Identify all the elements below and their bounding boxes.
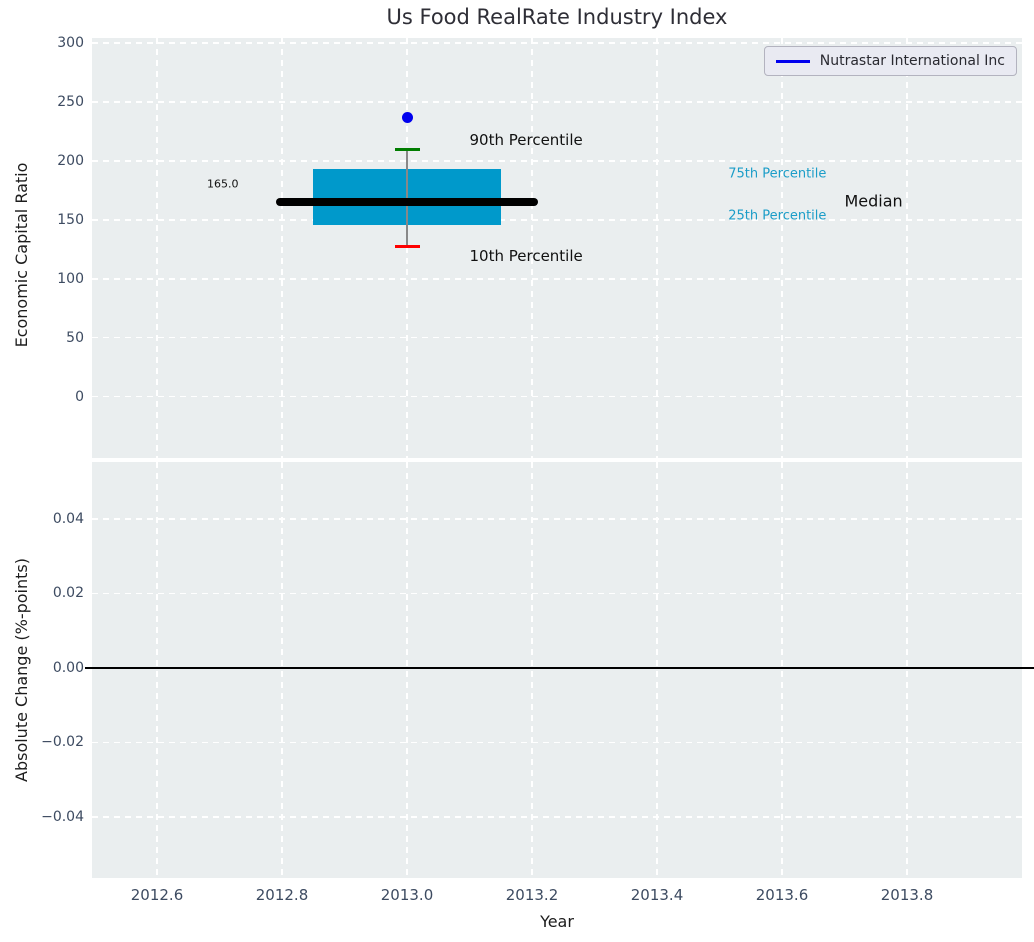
gridline-horizontal [92, 278, 1022, 280]
legend-line-icon [775, 59, 810, 63]
y-tick-label: 150 [57, 211, 84, 228]
gridline-vertical [656, 38, 658, 458]
gridline-vertical [531, 462, 533, 878]
zero-line [85, 666, 1034, 669]
legend: Nutrastar International Inc [763, 46, 1017, 76]
top-axes-economic-capital-ratio: 165.0 90th Percentile 10th Percentile 75th … [92, 38, 1022, 458]
annotation-p75-label: 75th Percentile [728, 166, 827, 182]
gridline-vertical [281, 38, 283, 458]
gridline-horizontal [92, 395, 1022, 398]
y-tick-label: 200 [57, 152, 84, 169]
gridline-vertical [781, 38, 783, 458]
y-tick-label: 0.02 [52, 585, 84, 602]
x-tick-label: 2013.8 [880, 886, 934, 904]
x-tick-label: 2013.0 [380, 886, 434, 904]
annotation-median-label: Median [844, 191, 903, 211]
whisker-line [406, 149, 408, 247]
whisker-cap-90th [394, 147, 420, 151]
gridline-vertical [906, 38, 908, 458]
annotation-p90-label: 90th Percentile [469, 130, 583, 149]
annotation-p10-label: 10th Percentile [469, 247, 583, 266]
gridline-vertical [531, 38, 533, 458]
gridline-vertical [156, 38, 158, 458]
y-tick-label: −0.04 [41, 808, 84, 825]
gridline-vertical [156, 462, 158, 878]
y-tick-label: 50 [66, 329, 84, 346]
gridline-horizontal [92, 816, 1022, 818]
y-tick-label: 100 [57, 270, 84, 287]
gridline-vertical [906, 462, 908, 878]
gridline-horizontal [92, 101, 1022, 103]
x-tick-label: 2012.8 [255, 886, 309, 904]
gridline-vertical [406, 462, 408, 878]
annotation-median-value-label: 165.0 [207, 177, 239, 191]
gridline-horizontal [92, 336, 1022, 339]
gridline-horizontal [92, 42, 1022, 44]
gridline-vertical [781, 462, 783, 878]
annotation-p25-label: 25th Percentile [728, 208, 827, 224]
gridline-horizontal [92, 160, 1022, 162]
gridline-vertical [656, 462, 658, 878]
median-line [275, 198, 539, 207]
x-axis-label: Year [540, 912, 574, 931]
company-dot [401, 111, 413, 123]
gridline-horizontal [92, 518, 1022, 520]
y-tick-label: 0.04 [52, 510, 84, 527]
gridline-vertical [281, 462, 283, 878]
x-tick-label: 2013.6 [755, 886, 809, 904]
x-tick-label: 2012.6 [130, 886, 184, 904]
gridline-horizontal [92, 741, 1022, 744]
y-tick-label: −0.02 [41, 734, 84, 751]
x-tick-label: 2013.2 [505, 886, 559, 904]
legend-label: Nutrastar International Inc [819, 53, 1005, 69]
x-tick-label: 2013.4 [630, 886, 684, 904]
y-tick-label: 0 [75, 388, 84, 405]
chart-title: Us Food RealRate Industry Index [386, 5, 728, 29]
y-tick-label: 250 [57, 93, 84, 110]
y-tick-label: 300 [57, 34, 84, 51]
gridline-horizontal [92, 219, 1022, 221]
top-y-axis-label: Economic Capital Ratio [12, 162, 31, 348]
gridline-horizontal [92, 592, 1022, 595]
whisker-cap-10th [394, 245, 420, 249]
y-tick-label: 0.00 [52, 659, 84, 676]
bottom-axes-absolute-change [92, 462, 1022, 878]
